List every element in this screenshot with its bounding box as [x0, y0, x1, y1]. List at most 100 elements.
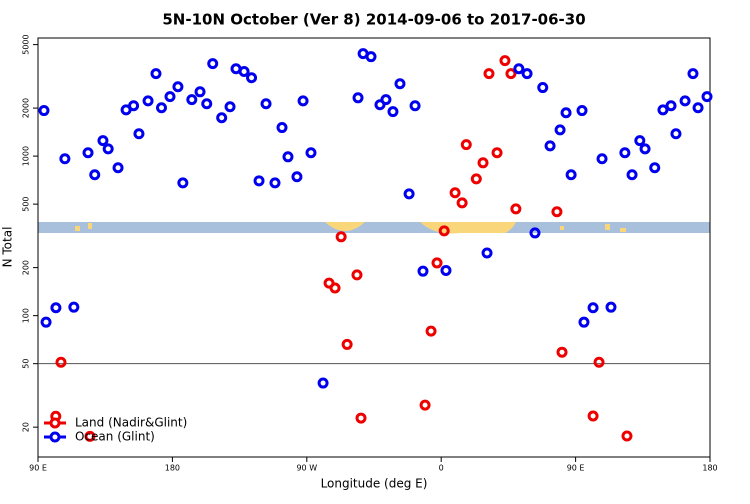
point — [687, 68, 699, 80]
y-tick-label: 5000 — [22, 34, 31, 54]
point — [55, 356, 67, 368]
point — [576, 105, 588, 117]
point — [387, 106, 399, 118]
legend-label: Land (Nadir&Glint) — [75, 416, 187, 430]
point — [224, 101, 236, 113]
point — [499, 55, 511, 67]
y-tick-label: 20 — [22, 422, 31, 432]
point — [164, 91, 176, 103]
point — [544, 140, 556, 152]
point — [40, 316, 52, 328]
point — [587, 410, 599, 422]
point — [50, 302, 62, 314]
x-axis-label: Longitude (deg E) — [321, 477, 428, 491]
point — [253, 175, 265, 187]
point — [470, 173, 482, 185]
point — [68, 301, 80, 313]
point — [565, 169, 577, 181]
point — [291, 171, 303, 183]
point — [587, 302, 599, 314]
x-tick-label: 90 E — [567, 464, 585, 473]
point — [513, 63, 525, 75]
point — [409, 100, 421, 112]
point — [596, 153, 608, 165]
y-tick-label: 500 — [22, 196, 31, 211]
point — [554, 124, 566, 136]
point — [365, 51, 377, 63]
point — [329, 282, 341, 294]
point — [438, 225, 450, 237]
point — [605, 301, 617, 313]
point — [355, 412, 367, 424]
point — [97, 135, 109, 147]
point — [483, 68, 495, 80]
point — [84, 430, 96, 442]
point — [649, 162, 661, 174]
y-axis-label: N Total — [1, 227, 15, 268]
point — [102, 143, 114, 155]
point — [692, 102, 704, 114]
point — [38, 105, 50, 117]
point — [246, 72, 258, 84]
point — [150, 68, 162, 80]
legend-marker — [49, 417, 61, 429]
y-tick-label: 50 — [22, 359, 31, 369]
point — [89, 169, 101, 181]
point — [505, 68, 517, 80]
point — [657, 104, 669, 116]
point — [634, 135, 646, 147]
point — [269, 177, 281, 189]
y-tick-label: 1000 — [22, 146, 31, 166]
x-tick-label: 180 — [165, 464, 180, 473]
point — [207, 58, 219, 70]
point — [194, 86, 206, 98]
point — [394, 78, 406, 90]
point — [155, 102, 167, 114]
point — [456, 197, 468, 209]
point — [186, 94, 198, 106]
point — [670, 128, 682, 140]
point — [621, 430, 633, 442]
point — [341, 338, 353, 350]
point — [701, 91, 713, 103]
point — [665, 100, 677, 112]
point — [238, 66, 250, 78]
legend-label: Ocean (Glint) — [75, 430, 155, 444]
point — [477, 157, 489, 169]
point — [282, 151, 294, 163]
point — [403, 188, 415, 200]
legend-marker — [49, 431, 61, 443]
point — [317, 377, 329, 389]
point — [297, 95, 309, 107]
point — [460, 139, 472, 151]
plot-frame — [37, 37, 711, 458]
point — [481, 247, 493, 259]
point — [440, 264, 452, 276]
point — [510, 203, 522, 215]
x-tick-label: 90 E — [29, 464, 47, 473]
y-tick-label: 100 — [22, 308, 31, 323]
y-tick-label: 200 — [22, 260, 31, 275]
point — [425, 325, 437, 337]
point — [112, 162, 124, 174]
map-strip — [38, 222, 710, 234]
chart-title: 5N-10N October (Ver 8) 2014-09-06 to 201… — [162, 11, 585, 29]
point — [551, 206, 563, 218]
point — [142, 95, 154, 107]
point — [276, 122, 288, 134]
y-tick-label: 2000 — [22, 98, 31, 118]
point — [578, 316, 590, 328]
point — [419, 399, 431, 411]
point — [82, 147, 94, 159]
point — [305, 147, 317, 159]
point — [380, 94, 392, 106]
point — [201, 98, 213, 110]
point — [216, 112, 228, 124]
point — [59, 153, 71, 165]
point — [626, 169, 638, 181]
point — [260, 98, 272, 110]
point — [351, 269, 363, 281]
point — [431, 257, 443, 269]
point — [449, 187, 461, 199]
point — [639, 143, 651, 155]
